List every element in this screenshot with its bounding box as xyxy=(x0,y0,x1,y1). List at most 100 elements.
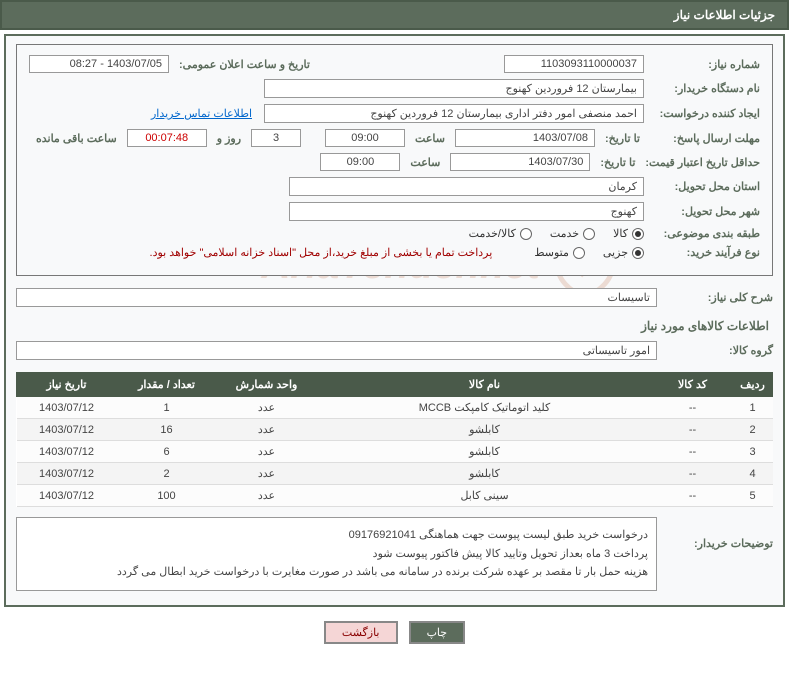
cell-idx: 1 xyxy=(733,397,773,419)
deadline-hour-field: 09:00 xyxy=(325,129,405,147)
radio-goods-label: کالا xyxy=(613,227,628,240)
cell-code: -- xyxy=(653,485,733,507)
th-unit: واحد شمارش xyxy=(217,373,317,397)
cell-unit: عدد xyxy=(217,441,317,463)
radio-service-label: خدمت xyxy=(550,227,579,240)
category-radio-group: کالا خدمت کالا/خدمت xyxy=(455,227,644,240)
cell-name: کابلشو xyxy=(317,463,653,485)
goods-group-field: امور تاسیساتی xyxy=(16,341,657,360)
buyer-contact-link[interactable]: اطلاعات تماس خریدار xyxy=(151,107,258,120)
th-date: تاریخ نیاز xyxy=(17,373,117,397)
table-row: 3--کابلشوعدد61403/07/12 xyxy=(17,441,773,463)
cell-qty: 6 xyxy=(117,441,217,463)
buyer-notes-line2: پرداخت 3 ماه بعداز تحویل وتایید کالا پیش… xyxy=(25,545,648,564)
cell-date: 1403/07/12 xyxy=(17,419,117,441)
validity-hour-label: ساعت xyxy=(406,156,444,169)
button-row: چاپ بازگشت xyxy=(0,611,789,650)
validity-hour-field: 09:00 xyxy=(320,153,400,171)
category-label: طبقه بندی موضوعی: xyxy=(650,227,760,240)
city-field: کهنوج xyxy=(289,202,644,221)
need-desc-field: تاسیسات xyxy=(16,288,657,307)
remaining-label: ساعت باقی مانده xyxy=(32,132,121,145)
th-idx: ردیف xyxy=(733,373,773,397)
requester-label: ایجاد کننده درخواست: xyxy=(650,107,760,120)
province-label: استان محل تحویل: xyxy=(650,180,760,193)
cell-idx: 2 xyxy=(733,419,773,441)
radio-partial-label: جزیی xyxy=(603,246,628,259)
process-note: پرداخت تمام یا بخشی از مبلغ خرید،از محل … xyxy=(150,246,493,259)
print-button[interactable]: چاپ xyxy=(409,621,466,644)
need-no-field: 1103093110000037 xyxy=(504,55,644,73)
cell-idx: 4 xyxy=(733,463,773,485)
cell-code: -- xyxy=(653,397,733,419)
cell-unit: عدد xyxy=(217,463,317,485)
goods-info-title: اطلاعات کالاهای مورد نیاز xyxy=(16,319,769,333)
page-title: جزئیات اطلاعات نیاز xyxy=(0,0,789,30)
need-no-label: شماره نیاز: xyxy=(650,58,760,71)
radio-partial[interactable] xyxy=(632,247,644,259)
details-box: شماره نیاز: 1103093110000037 تاریخ و ساع… xyxy=(16,44,773,276)
buyer-notes-line3: هزینه حمل بار تا مقصد بر عهده شرکت برنده… xyxy=(25,563,648,582)
deadline-hour-label: ساعت xyxy=(411,132,449,145)
buyer-org-field: بیمارستان 12 فروردین کهنوج xyxy=(264,79,644,98)
buyer-notes-box: درخواست خرید طبق لیست پیوست جهت هماهنگی … xyxy=(16,517,657,591)
cell-qty: 2 xyxy=(117,463,217,485)
process-type-label: نوع فرآیند خرید: xyxy=(650,246,760,259)
cell-date: 1403/07/12 xyxy=(17,463,117,485)
city-label: شهر محل تحویل: xyxy=(650,205,760,218)
process-radio-group: جزیی متوسط xyxy=(520,246,644,259)
remaining-days-field: 3 xyxy=(251,129,301,147)
th-qty: تعداد / مقدار xyxy=(117,373,217,397)
radio-goods[interactable] xyxy=(632,228,644,240)
remaining-time-field: 00:07:48 xyxy=(127,129,207,147)
th-code: کد کالا xyxy=(653,373,733,397)
validity-until-label: تا تاریخ: xyxy=(596,156,639,169)
goods-table: ردیف کد کالا نام کالا واحد شمارش تعداد /… xyxy=(16,372,773,507)
main-frame: AriaTender.net شماره نیاز: 1103093110000… xyxy=(4,34,785,607)
cell-code: -- xyxy=(653,463,733,485)
cell-date: 1403/07/12 xyxy=(17,485,117,507)
buyer-notes-line1: درخواست خرید طبق لیست پیوست جهت هماهنگی … xyxy=(25,526,648,545)
th-name: نام کالا xyxy=(317,373,653,397)
buyer-notes-label: توضیحات خریدار: xyxy=(663,517,773,591)
radio-medium-label: متوسط xyxy=(534,246,569,259)
cell-unit: عدد xyxy=(217,419,317,441)
deadline-date-field: 1403/07/08 xyxy=(455,129,595,147)
cell-idx: 3 xyxy=(733,441,773,463)
radio-medium[interactable] xyxy=(573,247,585,259)
buyer-org-label: نام دستگاه خریدار: xyxy=(650,82,760,95)
need-desc-label: شرح کلی نیاز: xyxy=(663,291,773,304)
announce-label: تاریخ و ساعت اعلان عمومی: xyxy=(175,58,314,71)
cell-name: کلید اتوماتیک کامپکت MCCB xyxy=(317,397,653,419)
cell-qty: 1 xyxy=(117,397,217,419)
goods-group-label: گروه کالا: xyxy=(663,344,773,357)
cell-code: -- xyxy=(653,419,733,441)
cell-date: 1403/07/12 xyxy=(17,397,117,419)
requester-field: احمد منصفی امور دفتر اداری بیمارستان 12 … xyxy=(264,104,644,123)
cell-name: کابلشو xyxy=(317,441,653,463)
announce-field: 1403/07/05 - 08:27 xyxy=(29,55,169,73)
back-button[interactable]: بازگشت xyxy=(324,621,398,644)
table-row: 4--کابلشوعدد21403/07/12 xyxy=(17,463,773,485)
cell-idx: 5 xyxy=(733,485,773,507)
table-row: 5--سینی کابلعدد1001403/07/12 xyxy=(17,485,773,507)
until-date-label: تا تاریخ: xyxy=(601,132,644,145)
cell-name: کابلشو xyxy=(317,419,653,441)
radio-service[interactable] xyxy=(583,228,595,240)
province-field: کرمان xyxy=(289,177,644,196)
cell-date: 1403/07/12 xyxy=(17,441,117,463)
table-row: 2--کابلشوعدد161403/07/12 xyxy=(17,419,773,441)
radio-goods-service[interactable] xyxy=(520,228,532,240)
cell-name: سینی کابل xyxy=(317,485,653,507)
validity-label: حداقل تاریخ اعتبار قیمت: xyxy=(645,156,760,169)
cell-unit: عدد xyxy=(217,397,317,419)
cell-qty: 16 xyxy=(117,419,217,441)
deadline-label: مهلت ارسال پاسخ: xyxy=(650,132,760,145)
validity-date-field: 1403/07/30 xyxy=(450,153,590,171)
days-and-label: روز و xyxy=(213,132,245,145)
cell-code: -- xyxy=(653,441,733,463)
radio-goods-service-label: کالا/خدمت xyxy=(469,227,516,240)
cell-unit: عدد xyxy=(217,485,317,507)
table-row: 1--کلید اتوماتیک کامپکت MCCBعدد11403/07/… xyxy=(17,397,773,419)
cell-qty: 100 xyxy=(117,485,217,507)
